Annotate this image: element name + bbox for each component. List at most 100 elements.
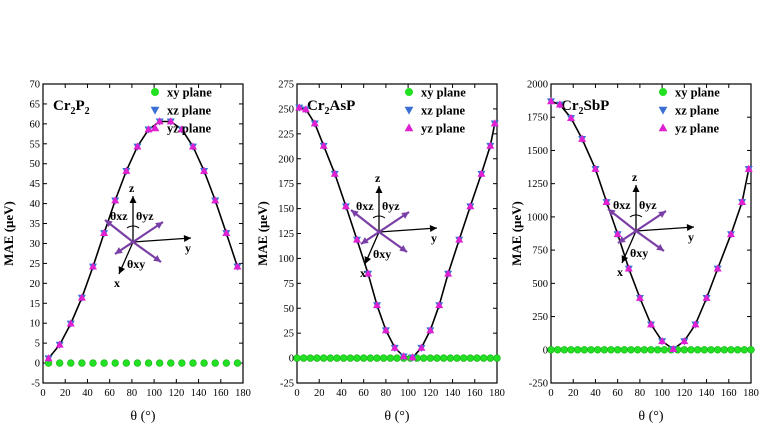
legend-marker [404,106,414,115]
xy-plane-point [333,354,341,362]
xy-plane-point [111,359,119,367]
y-tick-label: 25 [284,329,295,340]
xy-plane-point [493,354,501,362]
yz-plane-point [635,293,644,301]
angle-arc [629,214,643,218]
inset-y-label: y [431,231,437,245]
y-tick-label: 40 [30,199,41,210]
x-tick-label: 120 [422,388,438,399]
xy-plane-point [553,346,562,354]
legend-label: yz plane [421,122,466,136]
inset-theta-xy: θxy [630,246,648,260]
x-tick-label: 160 [467,388,483,399]
xy-plane-point [733,346,742,354]
arrow-head [632,185,640,192]
y-tick-label: -5 [31,379,40,390]
inset-theta-xz: θxz [110,209,128,223]
legend-label: xz plane [421,104,466,118]
xy-plane-point [144,359,153,367]
x-tick-label: 60 [358,388,369,399]
inset-theta-xz: θxz [356,199,374,213]
xy-plane-point [640,346,649,354]
y-tick-label: 35 [30,219,41,230]
yz-plane-point [390,343,399,351]
arrow-head [361,237,369,244]
inset-theta-yz: θyz [639,198,657,212]
xy-plane-point [155,359,164,367]
xy-plane-point [167,359,175,367]
x-tick-label: 120 [676,388,692,399]
xy-plane-point [600,346,609,354]
legend-marker [404,123,414,132]
xy-plane-point [299,354,308,362]
yz-plane-point [381,326,390,334]
xy-plane-point [326,354,335,362]
y-tick-label: 500 [532,279,548,290]
yz-plane-point [602,197,611,205]
panel-title: Cr2SbP [561,98,609,117]
yz-plane-point [166,117,175,125]
y-tick-label: 55 [30,139,41,150]
panel-title: Cr2P2 [53,98,90,117]
x-tick-label: 80 [635,388,646,399]
xy-plane-point [653,346,662,354]
axes-inset: z y x θxz θyz θxy [350,171,438,280]
legend-label: xz plane [167,104,212,118]
x-tick-label: 160 [213,388,229,399]
yz-plane-point [319,141,328,149]
xy-plane-point [222,359,231,367]
yz-plane-point [341,202,350,210]
yz-plane-point [738,197,747,205]
legend-label: xy plane [167,86,212,100]
y-tick-label: 150 [278,204,294,215]
yz-plane-point [591,164,600,172]
xy-plane-point [353,354,361,362]
arrow-head [621,255,629,263]
legend-label: yz plane [167,122,212,136]
legend-label: yz plane [675,122,720,136]
arrow-head [608,209,616,217]
x-tick-label: 100 [146,388,162,399]
xy-plane-point [707,346,715,354]
inset-x-label: x [114,276,120,290]
inset-theta-yz: θyz [382,199,400,213]
x-tick-label: 140 [445,388,461,399]
yz-plane-point [155,117,164,125]
xy-plane-point [580,346,589,354]
xy-plane-point [473,354,481,362]
yz-plane-point [66,319,75,327]
inset-theta-xz: θxz [613,198,631,212]
yz-plane-point [547,97,555,105]
x-tick-label: 40 [82,388,93,399]
y-tick-label: 60 [30,119,41,130]
yz-plane-point [44,354,53,362]
legend-marker [659,88,667,96]
yz-plane-point [111,196,120,204]
y-tick-label: 2000 [527,80,548,91]
xy-plane-point [587,346,595,354]
yz-plane-point [555,100,564,108]
yz-plane-point [578,134,587,142]
inset-y-label: y [185,241,191,255]
yz-plane-point [133,142,142,150]
xy-plane-point [713,346,722,354]
yz-plane-point [100,228,109,237]
xy-plane-point [593,346,602,354]
x-tick-label: 40 [590,388,601,399]
arrow-head [399,245,407,252]
y-tick-label: 50 [30,159,41,170]
xy-plane-point [560,346,569,354]
xy-plane-point [627,346,635,354]
x-tick-label: 0 [294,388,299,399]
x-tick-label: 160 [721,388,737,399]
curve-line [47,120,239,359]
inset-theta-xy: θxy [127,257,145,271]
arrow-head [155,222,163,229]
yz-plane-point [399,352,408,360]
xy-plane-point [459,354,468,362]
yz-plane-point [200,166,209,174]
inset-z-label: z [375,171,381,185]
x-tick-label: 180 [235,388,251,399]
xy-plane-point [607,346,615,354]
